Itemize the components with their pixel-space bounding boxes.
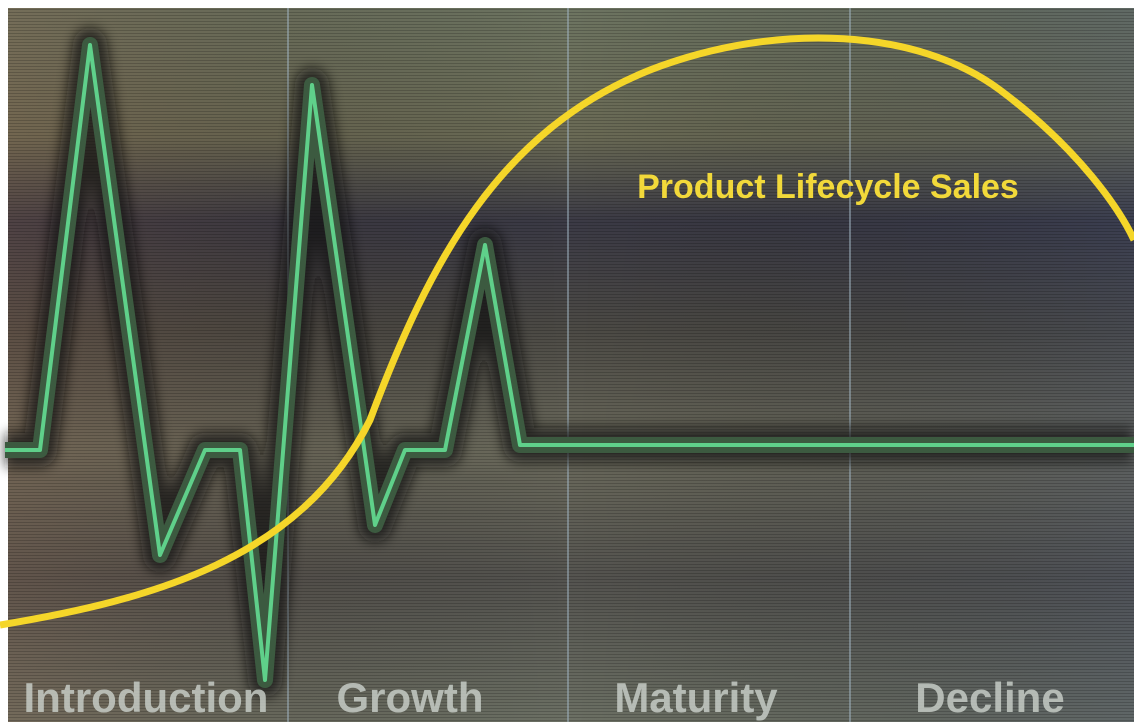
curve-title: Product Lifecycle Sales bbox=[637, 168, 1019, 206]
stage-label: Growth bbox=[337, 674, 484, 721]
diagram: Product Lifecycle Sales Introduction Gro… bbox=[0, 0, 1134, 722]
page: Product Lifecycle Sales Introduction Gro… bbox=[0, 0, 1134, 722]
stage-label: Maturity bbox=[614, 674, 778, 721]
stage-label: Introduction bbox=[24, 674, 269, 721]
stage-label: Decline bbox=[915, 674, 1064, 721]
